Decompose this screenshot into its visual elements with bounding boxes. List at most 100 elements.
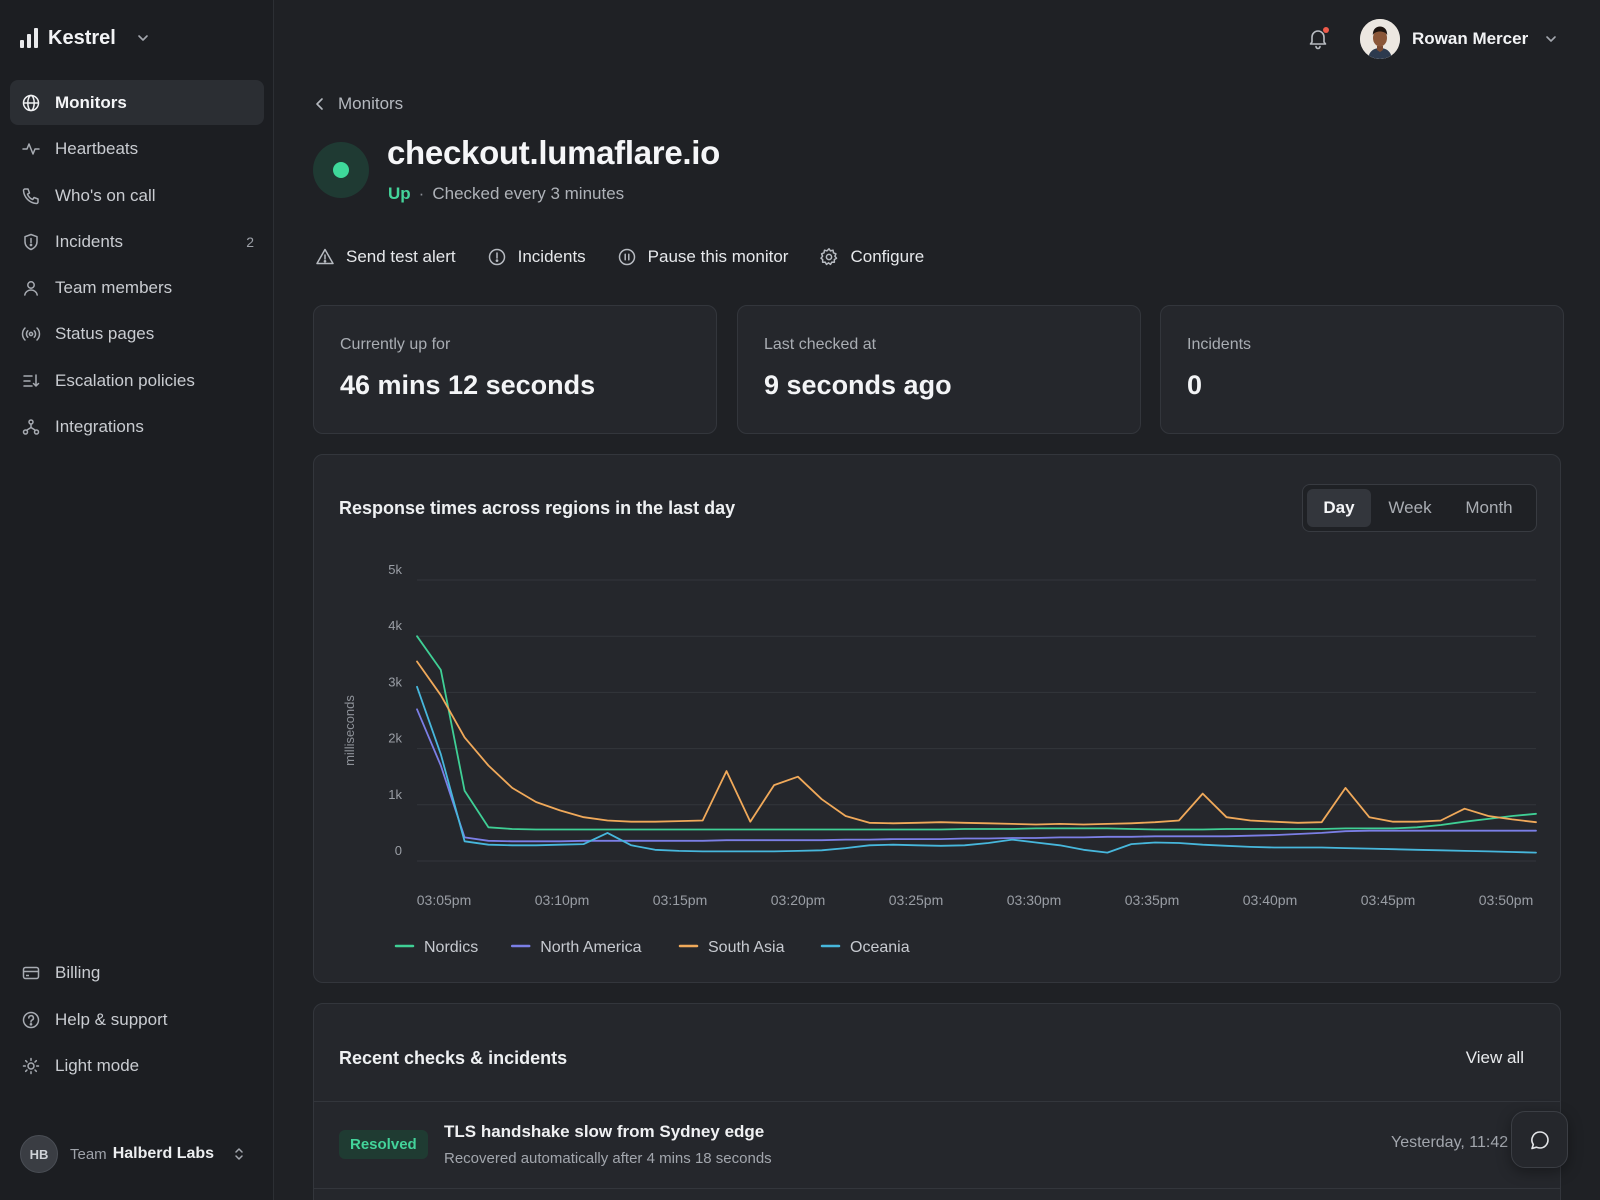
legend-label: Nordics bbox=[424, 939, 478, 956]
stat-label: Last checked at bbox=[764, 336, 877, 353]
response-time-chart: 0 1k 2k 3k 4k 5k milliseconds 03:05pm 03:10pm 03:… bbox=[342, 562, 1537, 956]
x-tick-label: 03:15pm bbox=[653, 892, 707, 908]
recent-checks-card: Recent checks & incidents View all Resol… bbox=[313, 1003, 1561, 1200]
series-line-north-america bbox=[416, 708, 1537, 843]
incident-time: Yesterday, 11:42 bbox=[1391, 1134, 1509, 1151]
user-menu[interactable]: Rowan Mercer bbox=[1360, 19, 1558, 59]
monitor-status-line: Up · Checked every 3 minutes bbox=[388, 184, 624, 204]
pause-monitor-button[interactable]: Pause this monitor bbox=[616, 246, 789, 268]
sidebar-item-escalation-policies[interactable]: Escalation policies bbox=[10, 358, 264, 403]
section-title: Recent checks & incidents bbox=[339, 1048, 568, 1068]
range-month-button[interactable]: Month bbox=[1465, 498, 1513, 517]
incident-count-badge: 2 bbox=[246, 233, 254, 250]
sidebar-item-label: Light mode bbox=[55, 1055, 140, 1075]
series-line-nordics bbox=[416, 635, 1537, 831]
x-tick-label: 03:50pm bbox=[1479, 892, 1533, 908]
incident-title: TLS handshake slow from Sydney edge bbox=[444, 1122, 765, 1141]
legend-label: South Asia bbox=[708, 939, 785, 956]
sidebar-item-monitors[interactable]: Monitors bbox=[10, 80, 264, 125]
monitor-actions: Send test alert Incidents Pause this mon… bbox=[314, 244, 954, 270]
series-line-south-asia bbox=[416, 660, 1537, 826]
x-tick-label: 03:35pm bbox=[1125, 892, 1179, 908]
time-range-toggle: Day Week Month bbox=[1302, 484, 1537, 532]
y-tick-label: 2k bbox=[388, 731, 402, 746]
sidebar-item-label: Who's on call bbox=[55, 185, 156, 205]
sidebar-item-incidents[interactable]: Incidents 2 bbox=[10, 219, 264, 264]
credit-card-icon bbox=[21, 963, 41, 983]
chat-support-button[interactable] bbox=[1511, 1111, 1568, 1168]
sidebar-item-integrations[interactable]: Integrations bbox=[10, 404, 264, 449]
x-tick-label: 03:25pm bbox=[889, 892, 943, 908]
page-title: checkout.lumaflare.io bbox=[387, 134, 720, 171]
x-tick-label: 03:45pm bbox=[1361, 892, 1415, 908]
action-label: Send test alert bbox=[346, 247, 456, 266]
shield-icon bbox=[21, 232, 41, 252]
team-avatar: HB bbox=[20, 1135, 58, 1173]
sidebar-item-help[interactable]: Help & support bbox=[10, 997, 264, 1042]
check-interval: Checked every 3 minutes bbox=[432, 184, 625, 203]
team-switcher[interactable]: HB Team Halberd Labs bbox=[20, 1134, 260, 1174]
team-name: Halberd Labs bbox=[112, 1145, 215, 1162]
breadcrumb-label: Monitors bbox=[338, 94, 404, 113]
alert-circle-icon bbox=[486, 246, 508, 268]
y-tick-label: 0 bbox=[395, 843, 402, 858]
warning-triangle-icon bbox=[314, 246, 336, 268]
chevron-down-icon bbox=[1544, 32, 1558, 46]
send-test-alert-button[interactable]: Send test alert bbox=[314, 246, 456, 268]
view-all-link[interactable]: View all bbox=[1465, 1048, 1524, 1067]
chevron-down-icon bbox=[136, 31, 150, 45]
configure-button[interactable]: Configure bbox=[818, 246, 924, 268]
range-week-button[interactable]: Week bbox=[1388, 498, 1432, 517]
chat-bubble-icon bbox=[1529, 1129, 1551, 1151]
stat-label: Currently up for bbox=[340, 336, 451, 353]
sidebar-item-label: Incidents bbox=[55, 231, 124, 251]
sidebar-item-label: Heartbeats bbox=[55, 138, 139, 158]
user-name: Rowan Mercer bbox=[1412, 29, 1529, 48]
sidebar-item-light-mode[interactable]: Light mode bbox=[10, 1043, 264, 1088]
x-tick-label: 03:40pm bbox=[1243, 892, 1297, 908]
notifications-bell-icon[interactable] bbox=[1306, 26, 1330, 50]
x-tick-label: 03:10pm bbox=[535, 892, 589, 908]
chevron-up-down-icon bbox=[232, 1146, 246, 1162]
stat-card-last-checked: Last checked at 9 seconds ago bbox=[737, 305, 1141, 434]
incident-subtitle: Recovered automatically after 4 mins 18 … bbox=[444, 1150, 772, 1167]
x-tick-label: 03:20pm bbox=[771, 892, 825, 908]
x-tick-label: 03:05pm bbox=[417, 892, 471, 908]
action-label: Incidents bbox=[517, 247, 586, 266]
sidebar-item-billing[interactable]: Billing bbox=[10, 950, 264, 995]
sidebar-item-label: Integrations bbox=[55, 416, 144, 436]
breadcrumb[interactable]: Monitors bbox=[314, 92, 403, 116]
series-line-oceania bbox=[416, 685, 1537, 854]
stat-card-incidents: Incidents 0 bbox=[1160, 305, 1564, 434]
divider bbox=[314, 1188, 1560, 1189]
range-day-button[interactable]: Day bbox=[1307, 489, 1371, 527]
list-item[interactable]: Resolved TLS handshake slow from Sydney … bbox=[314, 1102, 1560, 1188]
broadcast-icon bbox=[21, 324, 41, 344]
chevron-left-icon bbox=[314, 97, 326, 111]
incidents-button[interactable]: Incidents bbox=[486, 246, 586, 268]
status-label: Up bbox=[388, 184, 411, 203]
sidebar-item-label: Escalation policies bbox=[55, 370, 195, 390]
sidebar-item-on-call[interactable]: Who's on call bbox=[10, 173, 264, 218]
sidebar-item-heartbeats[interactable]: Heartbeats bbox=[10, 126, 264, 171]
status-indicator bbox=[313, 142, 369, 198]
workspace-switcher[interactable]: Kestrel bbox=[20, 24, 150, 52]
stat-value: 46 mins 12 seconds bbox=[340, 370, 596, 400]
app-name: Kestrel bbox=[48, 26, 116, 49]
y-tick-label: 3k bbox=[388, 674, 402, 689]
user-icon bbox=[21, 278, 41, 298]
sidebar-item-label: Billing bbox=[55, 962, 101, 982]
legend-label: North America bbox=[540, 939, 641, 956]
legend-label: Oceania bbox=[850, 939, 910, 956]
help-circle-icon bbox=[21, 1010, 41, 1030]
action-label: Pause this monitor bbox=[647, 247, 789, 266]
globe-icon bbox=[21, 93, 41, 113]
sidebar-item-team-members[interactable]: Team members bbox=[10, 265, 264, 310]
stat-card-uptime: Currently up for 46 mins 12 seconds bbox=[313, 305, 717, 434]
y-tick-label: 1k bbox=[388, 787, 402, 802]
notification-dot bbox=[1323, 27, 1329, 33]
y-tick-label: 5k bbox=[388, 562, 402, 577]
sidebar-item-status-pages[interactable]: Status pages bbox=[10, 311, 264, 356]
pause-circle-icon bbox=[616, 246, 638, 268]
x-tick-label: 03:30pm bbox=[1007, 892, 1061, 908]
